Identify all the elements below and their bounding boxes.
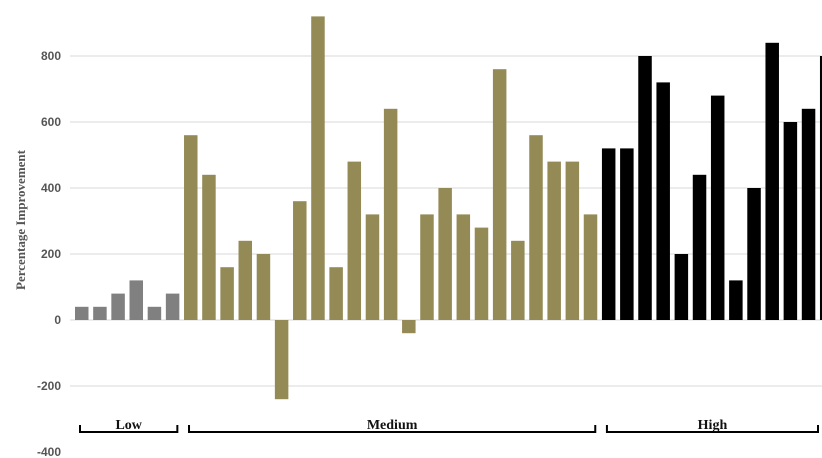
group-bracket <box>605 425 819 433</box>
bar-high <box>765 42 779 321</box>
group-brackets: Low Medium High <box>79 418 819 433</box>
bar-medium <box>529 135 543 320</box>
bar-medium <box>274 320 289 400</box>
bar-medium <box>547 161 561 320</box>
bar-low <box>165 293 180 320</box>
bar-medium <box>383 108 398 320</box>
bar-medium <box>565 161 580 320</box>
group-label: Medium <box>367 418 418 433</box>
bar-medium <box>583 214 598 320</box>
bar-high <box>710 95 725 320</box>
bar-medium <box>474 227 489 320</box>
bar-low <box>93 306 107 320</box>
y-tick-labels: -400 -200 0 200 400 600 800 <box>37 49 61 458</box>
bars <box>75 16 822 400</box>
y-tick-label: 400 <box>41 181 61 195</box>
bar-high <box>638 56 652 320</box>
y-tick-label: -400 <box>37 445 61 458</box>
bar-medium <box>420 214 434 320</box>
group-label: Low <box>115 418 142 433</box>
group-bracket <box>188 425 597 433</box>
bar-medium <box>202 174 216 320</box>
y-tick-label: 0 <box>54 313 61 327</box>
bar-high <box>656 82 670 321</box>
bar-medium <box>511 240 525 320</box>
bar-high <box>729 280 743 320</box>
bar-high <box>783 122 798 320</box>
y-tick-label: 800 <box>41 49 61 63</box>
bar-medium <box>220 267 234 320</box>
bar-medium <box>184 135 198 320</box>
bar-high <box>674 254 689 320</box>
bar-high <box>692 174 707 320</box>
bar-medium <box>402 320 416 334</box>
bar-low <box>129 280 144 320</box>
bar-high <box>601 148 616 320</box>
y-tick-label: -200 <box>37 379 61 393</box>
y-axis-title: Percentage Improvement <box>13 149 28 290</box>
bar-medium <box>256 254 271 320</box>
bar-high <box>819 56 822 320</box>
bar-high <box>620 148 634 320</box>
bar-medium <box>311 16 325 321</box>
bar-medium <box>365 214 380 320</box>
bar-medium <box>456 214 471 320</box>
bar-medium <box>347 161 362 320</box>
bar-medium <box>238 240 253 320</box>
bar-high <box>801 108 816 320</box>
group-label: High <box>698 418 728 433</box>
bar-medium <box>329 267 343 320</box>
y-tick-label: 200 <box>41 247 61 261</box>
bar-low <box>75 306 89 320</box>
group-bracket <box>79 425 179 433</box>
bar-medium <box>438 188 452 320</box>
y-tick-label: 600 <box>41 115 61 129</box>
bar-low <box>111 293 125 320</box>
bar-high <box>747 188 761 320</box>
bar-medium <box>492 69 507 320</box>
bar-low <box>147 306 162 320</box>
bar-medium <box>293 201 307 320</box>
